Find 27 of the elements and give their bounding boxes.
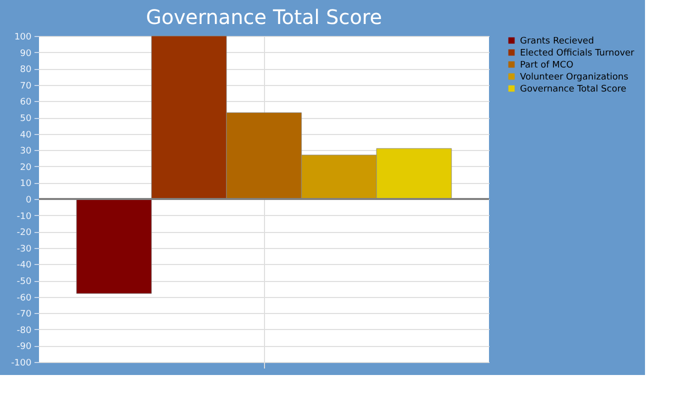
y-tick-label: -10: [16, 212, 32, 222]
y-tick-label: 90: [20, 48, 32, 59]
y-tick-label: 10: [20, 179, 32, 190]
y-tick-label: 0: [26, 196, 32, 206]
y-tick-label: 70: [20, 81, 32, 92]
y-tick-label: 40: [20, 130, 32, 140]
legend-label: Governance Total Score: [520, 84, 627, 94]
y-tick-label: 100: [14, 32, 32, 42]
legend-label: Elected Officials Turnover: [520, 48, 635, 58]
y-tick-label: -90: [16, 342, 32, 352]
y-tick-label: -50: [16, 277, 32, 287]
legend-label: Grants Recieved: [520, 36, 594, 46]
y-tick-label: 50: [20, 114, 32, 124]
y-tick-label: -100: [11, 358, 32, 368]
y-tick-label: -70: [16, 310, 32, 320]
y-tick-label: 20: [20, 162, 32, 173]
y-tick-label: -20: [16, 228, 32, 238]
chart-title: Governance Total Score: [146, 5, 382, 29]
y-tick-label: -80: [16, 326, 32, 336]
y-tick-label: -30: [16, 244, 32, 254]
y-tick-label: 80: [20, 65, 32, 76]
y-tick-label: -60: [16, 293, 32, 304]
y-tick-label: -40: [16, 260, 32, 271]
legend-label: Volunteer Organizations: [520, 72, 629, 82]
legend-label: Part of MCO: [520, 60, 574, 70]
y-tick-label: 60: [20, 98, 32, 108]
y-tick-label: 30: [20, 146, 32, 157]
